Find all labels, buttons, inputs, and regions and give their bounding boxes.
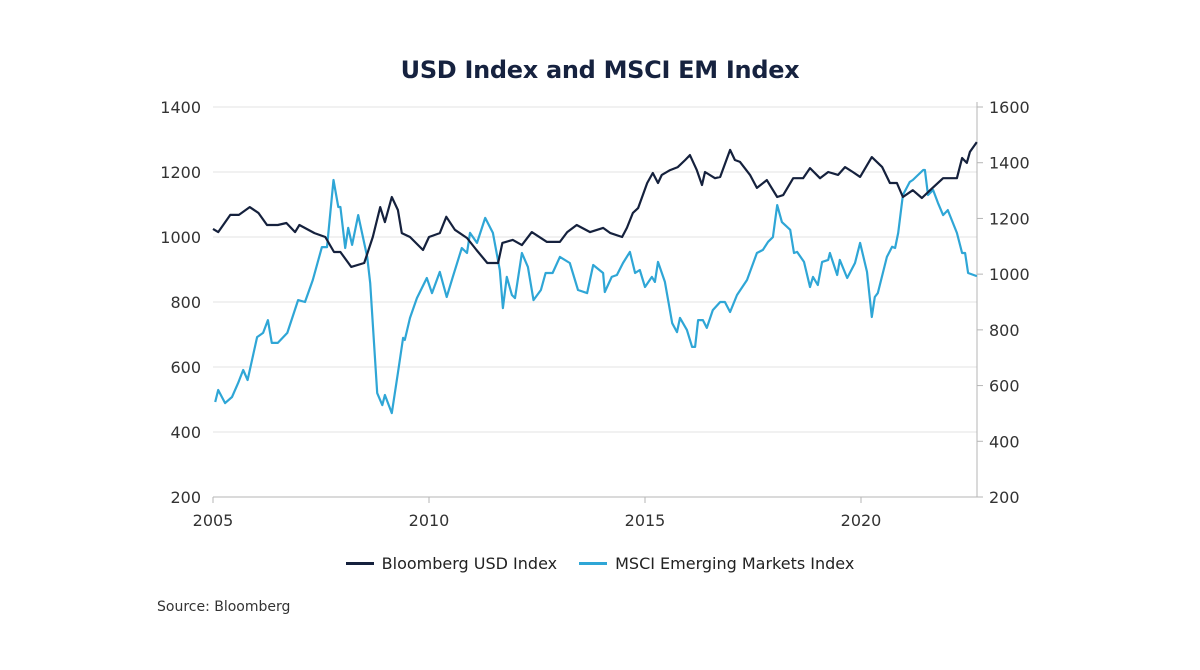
y-left-tick-label: 400 (170, 423, 201, 442)
x-tick-label: 2010 (409, 511, 450, 530)
legend-item-msci: MSCI Emerging Markets Index (579, 554, 854, 573)
y-left-tick-label: 600 (170, 358, 201, 377)
y-left-tick-label: 1400 (160, 98, 201, 117)
y-left-tick-label: 1000 (160, 228, 201, 247)
y-right-tick-label: 1400 (989, 154, 1030, 173)
legend-swatch-msci (579, 562, 608, 565)
y-right-tick-label: 1600 (989, 98, 1030, 117)
y-right-tick-label: 600 (989, 377, 1020, 396)
series-line-msci-em-index (214, 168, 978, 415)
y-right-tick-label: 400 (989, 432, 1020, 451)
legend-swatch-usd (345, 562, 374, 565)
x-tick-label: 2005 (193, 511, 234, 530)
legend-label-usd: Bloomberg USD Index (381, 554, 558, 573)
y-right-tick-label: 800 (989, 321, 1020, 340)
legend-label-msci: MSCI Emerging Markets Index (615, 554, 855, 573)
x-tick-label: 2020 (841, 511, 882, 530)
legend-item-usd: Bloomberg USD Index (345, 554, 558, 573)
y-right-tick-label: 1000 (989, 265, 1030, 284)
series-line-usd-index (212, 141, 978, 268)
x-tick-label: 2015 (625, 511, 666, 530)
y-left-tick-label: 800 (170, 293, 201, 312)
y-left-tick-label: 200 (170, 488, 201, 507)
legend: Bloomberg USD Index MSCI Emerging Market… (0, 554, 1200, 573)
y-left-tick-label: 1200 (160, 163, 201, 182)
y-right-tick-label: 200 (989, 488, 1020, 507)
source-note: Source: Bloomberg (157, 599, 291, 615)
y-right-tick-label: 1200 (989, 209, 1030, 228)
chart-title: USD Index and MSCI EM Index (400, 56, 800, 84)
